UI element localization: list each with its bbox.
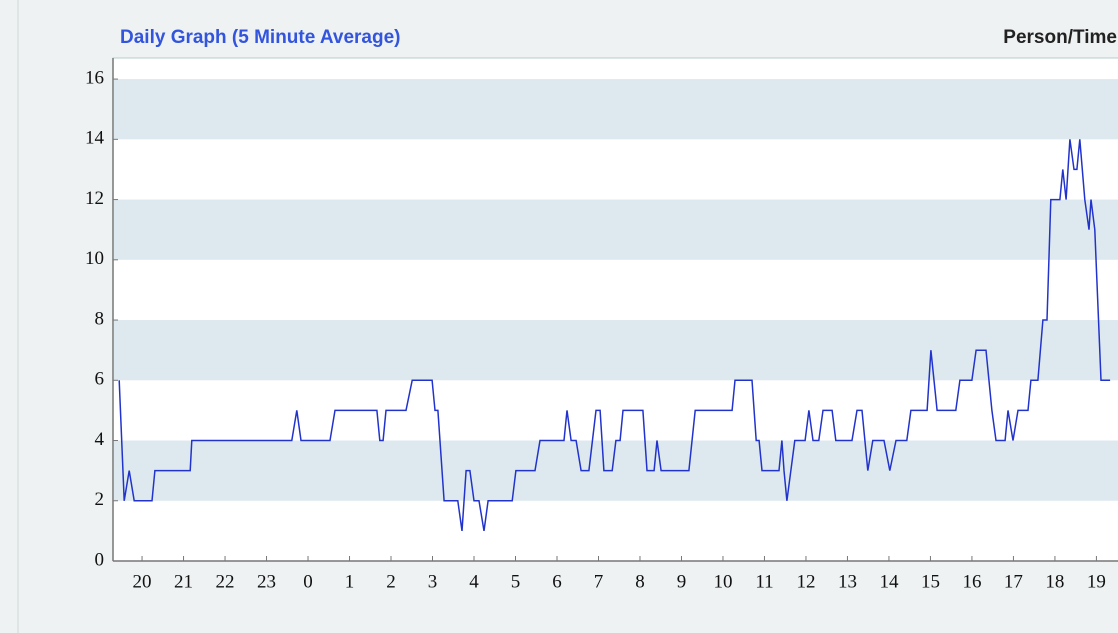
x-tick-label: 7 [594, 571, 604, 592]
y-tick-label: 12 [85, 188, 104, 209]
x-tick-label: 12 [796, 571, 815, 592]
data-line [118, 139, 1111, 532]
x-tick-label: 13 [838, 571, 857, 592]
x-tick-label: 10 [713, 571, 732, 592]
grid-band [114, 440, 1118, 501]
x-tick-label: 2 [386, 571, 396, 592]
x-tick-label: 5 [511, 571, 521, 592]
x-tick-label: 8 [635, 571, 645, 592]
x-tick-label: 11 [755, 571, 773, 592]
x-tick-label: 19 [1087, 571, 1106, 592]
x-tick-label: 18 [1045, 571, 1064, 592]
x-tick-label: 20 [133, 571, 152, 592]
x-tick-label: 16 [962, 571, 981, 592]
y-tick-label: 10 [85, 248, 104, 269]
y-tick-label: 2 [95, 489, 105, 510]
y-tick-label: 14 [85, 128, 105, 149]
x-tick-label: 4 [469, 571, 479, 592]
y-axis-label: Person/Time [1003, 27, 1117, 48]
x-tick-label: 14 [879, 571, 899, 592]
x-tick-label: 17 [1004, 571, 1023, 592]
y-tick-label: 0 [95, 549, 105, 570]
x-tick-label: 23 [257, 571, 276, 592]
x-tick-label: 6 [552, 571, 562, 592]
grid-band [114, 199, 1118, 260]
chart-title: Daily Graph (5 Minute Average) [120, 27, 401, 48]
grid-band [114, 79, 1118, 140]
x-tick-label: 9 [677, 571, 687, 592]
x-tick-label: 3 [428, 571, 438, 592]
y-tick-label: 8 [95, 308, 105, 329]
x-tick-label: 22 [216, 571, 235, 592]
y-tick-label: 16 [85, 67, 104, 88]
y-tick-label: 6 [95, 369, 105, 390]
y-tick-label: 4 [95, 429, 105, 450]
x-tick-label: 0 [303, 571, 313, 592]
grid-band [114, 320, 1118, 381]
x-tick-label: 21 [174, 571, 193, 592]
x-tick-label: 1 [345, 571, 355, 592]
x-tick-label: 15 [921, 571, 940, 592]
